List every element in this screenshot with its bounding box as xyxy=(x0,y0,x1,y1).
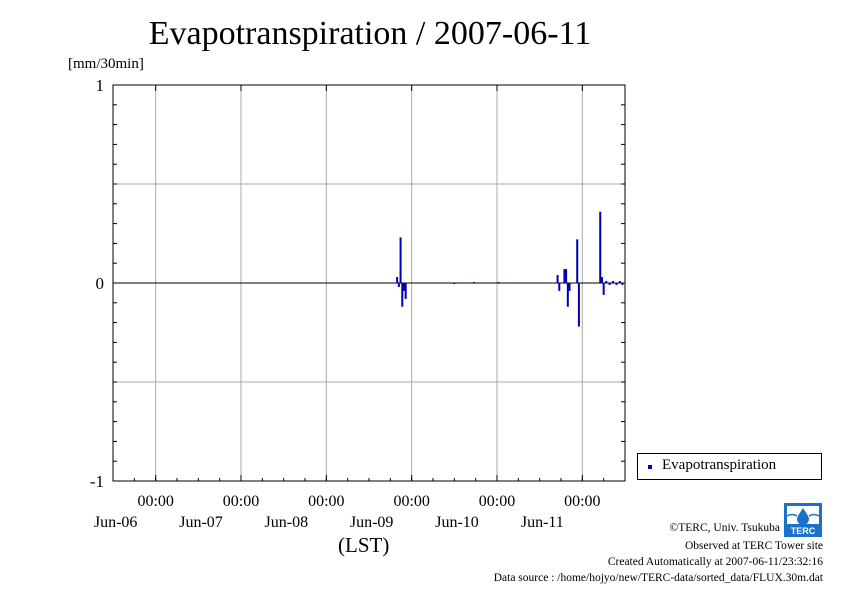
data-bar xyxy=(404,283,407,299)
legend: Evapotranspiration xyxy=(637,453,822,480)
x-tick-time-label: 00:00 xyxy=(223,493,259,510)
data-bar xyxy=(566,283,569,307)
data-bar xyxy=(621,283,624,285)
y-tick-label: 0 xyxy=(96,274,105,293)
x-tick-date-label: Jun-11 xyxy=(521,514,564,531)
data-bar xyxy=(497,282,500,284)
x-tick-date-label: Jun-08 xyxy=(265,514,309,531)
x-tick-date-label: Jun-06 xyxy=(94,514,138,531)
data-bar xyxy=(565,269,568,283)
x-tick-time-label: 00:00 xyxy=(564,493,600,510)
terc-logo-icon: TERC xyxy=(784,503,822,537)
logo-text: TERC xyxy=(791,526,816,536)
x-tick-time-label: 00:00 xyxy=(137,493,173,510)
x-tick-date-label: Jun-10 xyxy=(435,514,479,531)
data-bar xyxy=(608,283,611,285)
x-tick-time-label: 00:00 xyxy=(308,493,344,510)
data-bar xyxy=(399,237,402,283)
data-bar xyxy=(568,283,571,291)
created-text: Created Automatically at 2007-06-11/23:3… xyxy=(607,556,823,568)
data-bar xyxy=(600,277,603,283)
data-bar xyxy=(472,282,475,284)
copyright-text: ©TERC, Univ. Tsukuba xyxy=(669,522,780,534)
data-bar xyxy=(615,283,618,285)
grid xyxy=(113,85,625,481)
legend-label: Evapotranspiration xyxy=(662,457,777,473)
chart-title: Evapotranspiration / 2007-06-11 xyxy=(148,15,592,52)
data-bar xyxy=(577,283,580,327)
data-bar xyxy=(602,283,605,295)
data-bar xyxy=(558,283,561,291)
data-bar xyxy=(576,239,579,283)
x-axis-label: (LST) xyxy=(338,533,390,557)
data-bar xyxy=(397,283,400,287)
data-source-text: Data source : /home/hojyo/new/TERC-data/… xyxy=(493,572,823,584)
data-bar xyxy=(605,281,608,283)
x-tick-date-label: Jun-07 xyxy=(179,514,223,531)
axis-labels: 00:00Jun-0600:00Jun-0700:00Jun-0800:00Ju… xyxy=(90,76,601,531)
x-tick-time-label: 00:00 xyxy=(393,493,429,510)
y-axis-unit-label: [mm/30min] xyxy=(68,56,144,72)
data-bar xyxy=(396,277,399,283)
observed-text: Observed at TERC Tower site xyxy=(684,540,823,552)
data-bar xyxy=(401,283,404,307)
y-tick-label: 1 xyxy=(96,76,105,95)
y-tick-label: -1 xyxy=(90,472,104,491)
legend-swatch xyxy=(648,465,652,469)
data-bar xyxy=(599,211,602,283)
x-tick-time-label: 00:00 xyxy=(479,493,515,510)
data-bar xyxy=(402,283,405,291)
data-bar xyxy=(612,281,615,283)
data-bars xyxy=(396,211,624,327)
data-bar xyxy=(453,283,456,284)
x-tick-date-label: Jun-09 xyxy=(350,514,394,531)
data-bar xyxy=(563,269,566,283)
data-bar xyxy=(556,275,559,283)
axis-ticks xyxy=(112,84,626,482)
data-bar xyxy=(618,281,621,283)
